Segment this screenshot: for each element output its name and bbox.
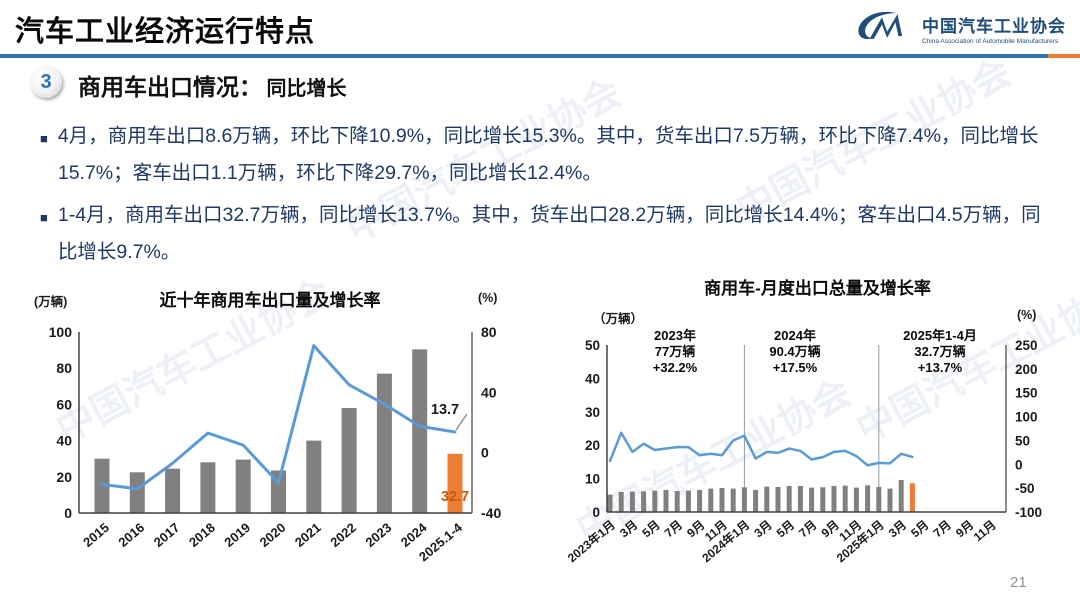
annotation-line: 2025年1-4月: [903, 328, 977, 343]
svg-text:0: 0: [481, 445, 489, 461]
svg-text:0: 0: [64, 505, 72, 521]
svg-text:150: 150: [1015, 386, 1038, 401]
svg-text:2018: 2018: [186, 520, 218, 550]
svg-text:-40: -40: [481, 505, 501, 521]
svg-text:0: 0: [592, 505, 600, 520]
annotation-line: 77万辆: [654, 344, 696, 359]
svg-text:20: 20: [585, 438, 600, 453]
section-title: 商用车出口情况： 同比增长: [78, 68, 346, 102]
svg-text:40: 40: [56, 433, 72, 449]
chart-title: 商用车-月度出口总量及增长率: [704, 279, 931, 298]
right-axis-unit: (%): [1017, 308, 1037, 322]
annotation-line: +13.7%: [917, 360, 963, 375]
svg-text:2020: 2020: [257, 520, 289, 550]
svg-text:2019: 2019: [221, 520, 253, 550]
chart-monthly-export: 商用车-月度出口总量及增长率 （万辆） (%) 0 10 20 30 40 50 -100 -…: [555, 268, 1080, 603]
svg-text:2022: 2022: [327, 520, 359, 550]
svg-text:3月: 3月: [886, 518, 909, 541]
svg-text:2021: 2021: [292, 520, 324, 550]
svg-text:50: 50: [585, 338, 600, 353]
svg-text:20: 20: [56, 469, 72, 485]
logo-text-en: China Association of Automobile Manufact…: [922, 38, 1059, 45]
svg-text:2015: 2015: [80, 520, 112, 550]
svg-text:11月: 11月: [971, 518, 999, 545]
svg-text:40: 40: [585, 371, 600, 386]
svg-text:2016: 2016: [115, 520, 147, 550]
bar-end-value-label: 32.7: [440, 489, 470, 505]
bullet-list: ■ 4月，商用车出口8.6万辆，环比下降10.9%，同比增长15.3%。其中，货…: [40, 118, 1048, 276]
annotation-line: 2024年: [774, 328, 816, 343]
svg-text:250: 250: [1015, 338, 1038, 353]
section-number-badge: 3: [30, 66, 62, 98]
chart-annual-export: 近十年商用车出口量及增长率 (万辆) (%) 0 20 40 60 80 100 -40 0 4…: [20, 280, 520, 607]
svg-text:80: 80: [56, 360, 72, 376]
svg-text:5月: 5月: [774, 518, 797, 541]
svg-text:2017: 2017: [151, 520, 183, 550]
svg-text:3月: 3月: [751, 518, 774, 541]
left-axis-unit: (万辆): [34, 295, 68, 309]
page-number: 21: [1010, 574, 1027, 591]
svg-text:100: 100: [1015, 410, 1038, 425]
bullet-square-icon: ■: [40, 131, 48, 146]
section-title-main: 商用车出口情况：: [78, 74, 262, 100]
monthly-chart-svg: 0 10 20 30 40 50 -100 -50 0 50 100 150 200 250 2023年1月…: [564, 338, 1042, 565]
annotation-line: 2023年: [654, 328, 696, 343]
svg-text:0: 0: [1015, 457, 1023, 472]
svg-text:50: 50: [1015, 433, 1030, 448]
svg-text:-100: -100: [1015, 505, 1042, 520]
left-axis-unit: （万辆）: [593, 312, 644, 326]
caam-logo: 中国汽车工业协会 China Association of Automobile…: [852, 6, 1066, 51]
svg-text:3月: 3月: [617, 518, 640, 541]
svg-text:5月: 5月: [639, 518, 662, 541]
svg-text:7月: 7月: [662, 518, 685, 541]
svg-text:7月: 7月: [796, 518, 819, 541]
annual-chart-svg: 0 20 40 60 80 100 -40 0 40 80 2015 2016 2017 2018 2019…: [49, 324, 502, 564]
svg-text:7月: 7月: [931, 518, 954, 541]
svg-text:100: 100: [49, 324, 73, 340]
annotation-2025: 2025年1-4月 32.7万辆 +13.7%: [881, 328, 999, 376]
chart-title: 近十年商用车出口量及增长率: [159, 291, 381, 310]
section-title-sub: 同比增长: [266, 78, 347, 100]
bullet-square-icon: ■: [40, 209, 48, 225]
header-divider-accent: [1048, 54, 1080, 58]
svg-text:200: 200: [1015, 362, 1038, 377]
svg-text:80: 80: [481, 324, 497, 340]
svg-text:-50: -50: [1015, 481, 1035, 496]
svg-text:5月: 5月: [908, 518, 931, 541]
bullet-item: ■ 4月，商用车出口8.6万辆，环比下降10.9%，同比增长15.3%。其中，货…: [40, 118, 1048, 193]
svg-text:30: 30: [585, 405, 600, 420]
right-axis-unit: (%): [478, 291, 498, 305]
svg-text:40: 40: [481, 384, 497, 400]
header-divider: [0, 54, 1048, 58]
annotation-line: +32.2%: [652, 360, 698, 375]
page-title: 汽车工业经济运行特点: [15, 16, 316, 48]
annotation-line: 90.4万辆: [769, 344, 821, 359]
svg-text:10: 10: [585, 472, 600, 487]
annotation-2024: 2024年 90.4万辆 +17.5%: [736, 328, 854, 376]
svg-text:60: 60: [56, 396, 72, 412]
annotation-2023: 2023年 77万辆 +32.2%: [616, 328, 734, 376]
bullet-text: 1-4月，商用车出口32.7万辆，同比增长13.7%。其中，货车出口28.2万辆…: [57, 203, 1041, 264]
caam-logo-icon: [852, 6, 914, 51]
logo-text-cn: 中国汽车工业协会: [922, 17, 1066, 36]
annotation-line: 32.7万辆: [914, 344, 966, 359]
annotation-line: +17.5%: [772, 360, 818, 375]
svg-text:2023: 2023: [363, 520, 395, 550]
line-end-value-label: 13.7: [430, 402, 460, 418]
svg-text:2023年1月: 2023年1月: [564, 517, 618, 565]
bullet-text: 4月，商用车出口8.6万辆，环比下降10.9%，同比增长15.3%。其中，货车出…: [57, 125, 1039, 185]
bullet-item: ■ 1-4月，商用车出口32.7万辆，同比增长13.7%。其中，货车出口28.2…: [40, 197, 1048, 272]
